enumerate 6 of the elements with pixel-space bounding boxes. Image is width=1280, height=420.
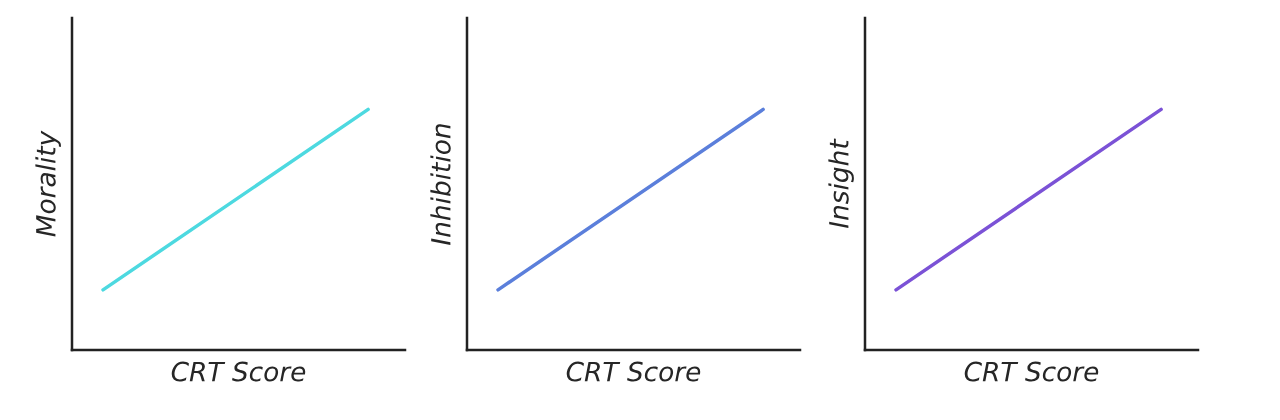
x-axis-title: CRT Score (566, 361, 701, 382)
y-axis-title: Inhibition (430, 124, 451, 245)
y-axis-title: Insight (828, 138, 854, 228)
x-axis-title: CRT Score (964, 361, 1099, 382)
y-axis-title: Morality (35, 130, 61, 237)
x-axis-title: CRT Score (171, 361, 306, 382)
